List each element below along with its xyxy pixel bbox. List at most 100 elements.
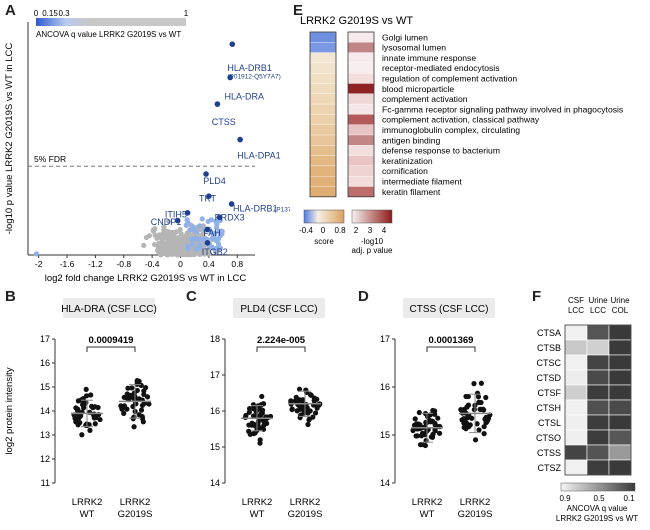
heatmap-cell — [586, 444, 610, 461]
data-point — [121, 403, 128, 409]
data-point — [311, 397, 317, 404]
group-label: G2019S — [288, 509, 323, 520]
data-point — [125, 385, 131, 391]
x-tick-label: -0.8 — [116, 259, 131, 269]
heatmap-cell — [608, 339, 632, 356]
significance-bracket — [256, 346, 306, 352]
protein-label: HLA-DRA — [224, 92, 264, 102]
significant-point — [199, 216, 205, 222]
labeled-point — [216, 214, 223, 221]
fdr-label: 5% FDR — [34, 154, 66, 164]
go-term-label: keratinization — [382, 156, 433, 166]
y-tick-label: 14 — [210, 478, 220, 488]
data-point — [124, 393, 130, 399]
data-point — [246, 409, 252, 415]
row-label: CTSD — [537, 373, 562, 383]
heatmap-cell — [608, 354, 632, 371]
data-point — [138, 407, 145, 413]
group-label: LRRK2 — [72, 497, 103, 508]
data-point — [152, 232, 158, 238]
y-tick-label: 17 — [210, 370, 220, 380]
data-point — [177, 226, 183, 233]
pvalue-legend-bar — [351, 209, 393, 224]
labeled-point — [203, 171, 209, 177]
significant-point — [218, 228, 224, 234]
data-point — [314, 405, 320, 411]
y-tick-label: 12 — [40, 454, 50, 464]
data-point — [88, 392, 94, 398]
cathepsin-heatmap: CSFLCCUrineLCCUrineCOLCTSACTSBCTSCCTSDCT… — [536, 296, 638, 523]
data-point — [471, 381, 477, 387]
data-point — [136, 412, 142, 418]
heatmap-cell — [586, 384, 610, 401]
panel-c-letter: C — [186, 288, 197, 305]
protein-label: HLA-DRB1 — [233, 204, 278, 214]
significant-point — [205, 218, 211, 225]
data-point — [289, 406, 295, 412]
data-point — [140, 419, 146, 425]
data-point — [478, 380, 484, 386]
go-term-label: complement activation, classical pathway — [382, 115, 540, 125]
pvalue-legend-tick: 2 — [354, 226, 359, 235]
data-point — [173, 229, 180, 235]
data-point — [410, 427, 416, 434]
data-point — [79, 432, 85, 438]
data-point — [73, 419, 79, 425]
group-label: WT — [420, 509, 435, 520]
legend-tick: 0.5 — [593, 494, 605, 503]
heatmap-cell — [564, 444, 588, 461]
data-point — [176, 251, 183, 257]
significance-bracket — [426, 346, 476, 352]
data-point — [258, 411, 264, 417]
score-cell — [309, 165, 337, 177]
y-axis-label: -log10 p value LRRK2 G2019S vs WT in LCC — [4, 43, 15, 235]
data-point — [143, 384, 149, 391]
data-point — [419, 430, 426, 436]
title-box — [403, 298, 495, 318]
data-point — [131, 424, 137, 430]
data-point — [159, 236, 165, 243]
data-point — [179, 239, 186, 245]
data-point — [259, 393, 265, 400]
data-point — [75, 406, 81, 412]
x-tick-label: -2 — [35, 259, 43, 269]
column-header: CSF — [568, 296, 584, 305]
data-point — [197, 251, 203, 258]
score-cell — [309, 145, 337, 156]
y-tick-label: 15 — [210, 442, 220, 452]
data-point — [250, 413, 257, 419]
pvalue-cell — [347, 73, 375, 84]
group-label: LRRK2 — [242, 497, 273, 508]
heatmap-cell — [586, 429, 610, 446]
data-point — [414, 433, 420, 439]
p-value: 0.0009419 — [89, 335, 134, 346]
y-tick-label: 16 — [40, 358, 50, 368]
data-point — [458, 407, 464, 413]
go-term-label: lysosomal lumen — [382, 43, 446, 53]
protein-label: ITIH5 — [165, 209, 187, 219]
significant-point — [195, 236, 201, 242]
data-point — [134, 387, 140, 394]
pvalue-cell — [347, 176, 375, 187]
protein-label: PLD4 — [203, 176, 226, 186]
heatmap-cell — [564, 354, 588, 371]
data-point — [152, 226, 158, 232]
heatmap-cell — [564, 459, 588, 476]
score-legend-tick: -0.4 — [299, 226, 313, 235]
panel-e-letter: E — [293, 2, 304, 19]
data-point — [163, 228, 169, 234]
data-point — [476, 427, 482, 433]
pvalue-cell — [347, 155, 375, 167]
data-point — [257, 437, 263, 443]
data-point — [428, 434, 434, 440]
significant-point — [197, 223, 203, 229]
labeled-point — [184, 210, 191, 216]
significant-point — [194, 246, 200, 252]
data-point — [83, 393, 90, 399]
heatmap-cell — [608, 369, 632, 386]
heatmap-cell — [608, 459, 632, 476]
data-point — [79, 402, 86, 408]
significant-point — [215, 241, 222, 247]
row-label: CTSC — [537, 358, 562, 368]
protein-label: (P13760) — [274, 207, 290, 214]
